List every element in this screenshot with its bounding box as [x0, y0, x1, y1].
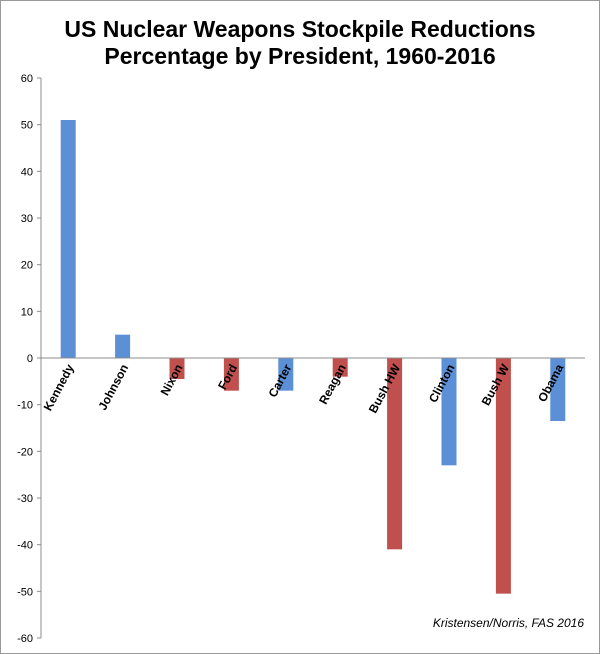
- y-tick-label: 20: [21, 260, 33, 272]
- category-label: Nixon: [158, 362, 186, 398]
- y-tick-label: -40: [17, 540, 33, 552]
- chart-title: US Nuclear Weapons Stockpile Reductions: [64, 16, 536, 42]
- bar-kennedy: [60, 120, 76, 358]
- bar-johnson: [115, 334, 131, 358]
- y-tick-label: 30: [21, 213, 33, 225]
- bar-clinton: [441, 358, 457, 466]
- chart-subtitle: Percentage by President, 1960-2016: [104, 43, 496, 69]
- bar-nixon: [169, 358, 185, 379]
- y-tick-label: -30: [17, 493, 33, 505]
- y-tick-label: 50: [21, 120, 33, 132]
- category-label: Reagan: [316, 362, 349, 407]
- bar-reagan: [332, 358, 348, 377]
- y-tick-label: -10: [17, 400, 33, 412]
- chart-title-block: US Nuclear Weapons Stockpile Reductions …: [0, 16, 600, 70]
- y-tick-label: 10: [21, 306, 33, 318]
- bar-obama: [550, 358, 566, 421]
- y-tick-label: -50: [17, 586, 33, 598]
- y-tick-label: 40: [21, 166, 33, 178]
- y-tick-label: 0: [27, 353, 33, 365]
- bar-bush-w: [495, 358, 511, 594]
- bar-carter: [278, 358, 294, 391]
- y-tick-label: -60: [17, 633, 33, 645]
- y-tick-label: -20: [17, 446, 33, 458]
- bar-ford: [223, 358, 239, 391]
- bar-bush-hw: [387, 358, 403, 550]
- category-label: Kennedy: [41, 362, 77, 414]
- source-credit: Kristensen/Norris, FAS 2016: [432, 616, 584, 630]
- category-label: Johnson: [95, 362, 131, 413]
- y-tick-label: 60: [21, 73, 33, 85]
